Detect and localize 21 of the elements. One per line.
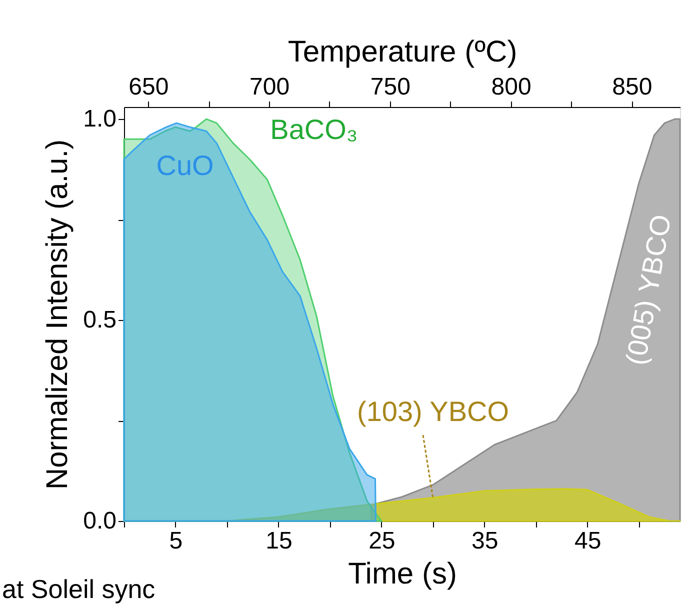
x-axis-title: Time (s) [348,558,457,590]
x-tick-label: 5 [169,528,183,554]
x-tick-label: 25 [368,528,396,554]
y-tick-label: 0.0 [83,508,116,534]
x2-tick-label: 800 [491,74,532,100]
x2-tick-label: 850 [612,74,652,100]
x2-tick-label: 650 [128,74,169,100]
x-tick-label: 45 [574,528,602,554]
series-label: BaCO₃ [270,114,358,145]
series-label: (005) YBCO [620,212,677,368]
series-label: CuO [156,150,214,181]
x2-axis-title: Temperature (ºC) [288,36,518,68]
y-axis-title: Normalized Intensity (a.u.) [41,139,74,490]
x2-tick-label: 750 [370,74,410,100]
y-tick-label: 1.0 [83,106,116,133]
x2-tick-label: 700 [250,74,290,100]
x-tick-label: 15 [266,528,292,554]
text: (103) YBCO [357,396,509,427]
y-tick-label: 0.5 [83,306,116,334]
text: at Soleil sync [2,574,156,604]
x-tick-label: 35 [472,528,498,554]
